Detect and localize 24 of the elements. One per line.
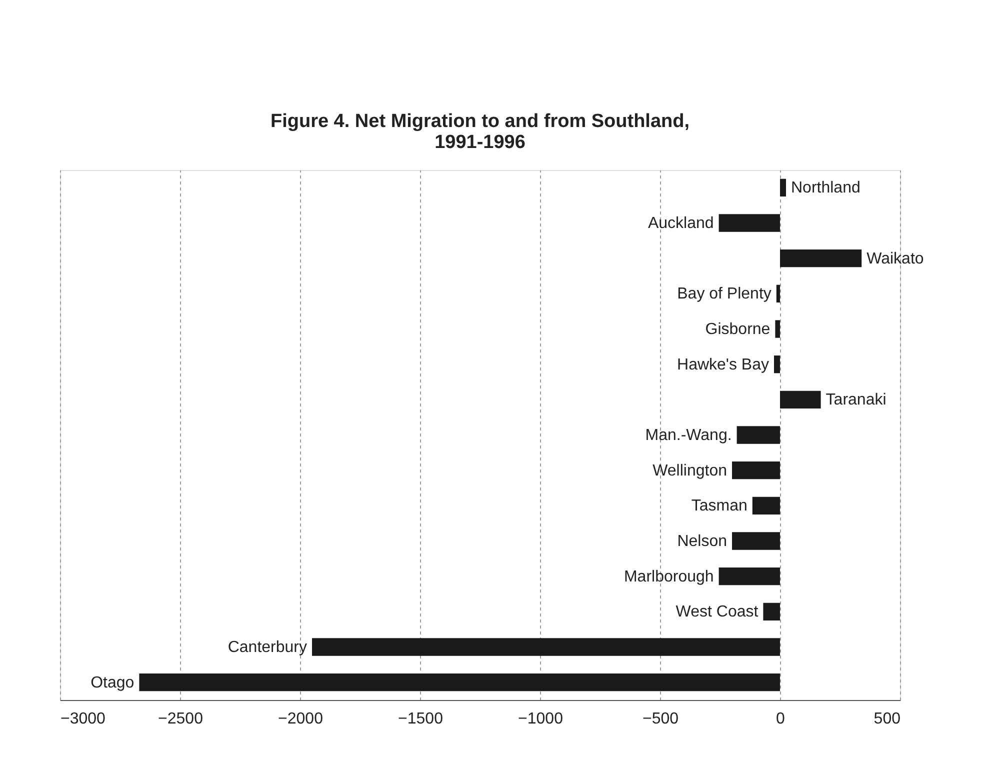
y-tick-label: Taranaki: [826, 392, 886, 409]
y-tick-label: Man.-Wang.: [645, 427, 732, 444]
x-tick-label: 0: [776, 710, 786, 728]
y-tick-label: Bay of Plenty: [677, 286, 772, 303]
y-tick-label: Gisborne: [705, 321, 770, 338]
y-tick-label: Wellington: [652, 462, 727, 480]
y-tick-label: Northland: [791, 180, 860, 197]
y-tick-label: Auckland: [648, 215, 714, 232]
x-tick-label: −2500: [158, 710, 204, 728]
y-tick-label: Nelson: [677, 533, 727, 550]
chart-title: Figure 4. Net Migration to and from Southland, 1991-1996: [270, 111, 690, 153]
x-tick-label: −3000: [60, 710, 106, 728]
x-tick-label: −1000: [518, 710, 564, 728]
y-tick-label: Otago: [90, 674, 134, 692]
y-tick-label: Hawke's Bay: [677, 356, 769, 374]
y-tick-label: Marlborough: [624, 568, 714, 586]
y-tick-label: Canterbury: [228, 639, 307, 656]
x-tick-label: −2000: [278, 710, 324, 728]
x-tick-label: −1500: [398, 710, 444, 728]
x-tick-label: 500: [874, 710, 901, 728]
y-tick-label: Waikato: [866, 250, 924, 268]
y-tick-label: Tasman: [691, 498, 748, 515]
y-tick-label: West Coast: [676, 604, 759, 621]
x-tick-label: −500: [642, 710, 679, 728]
